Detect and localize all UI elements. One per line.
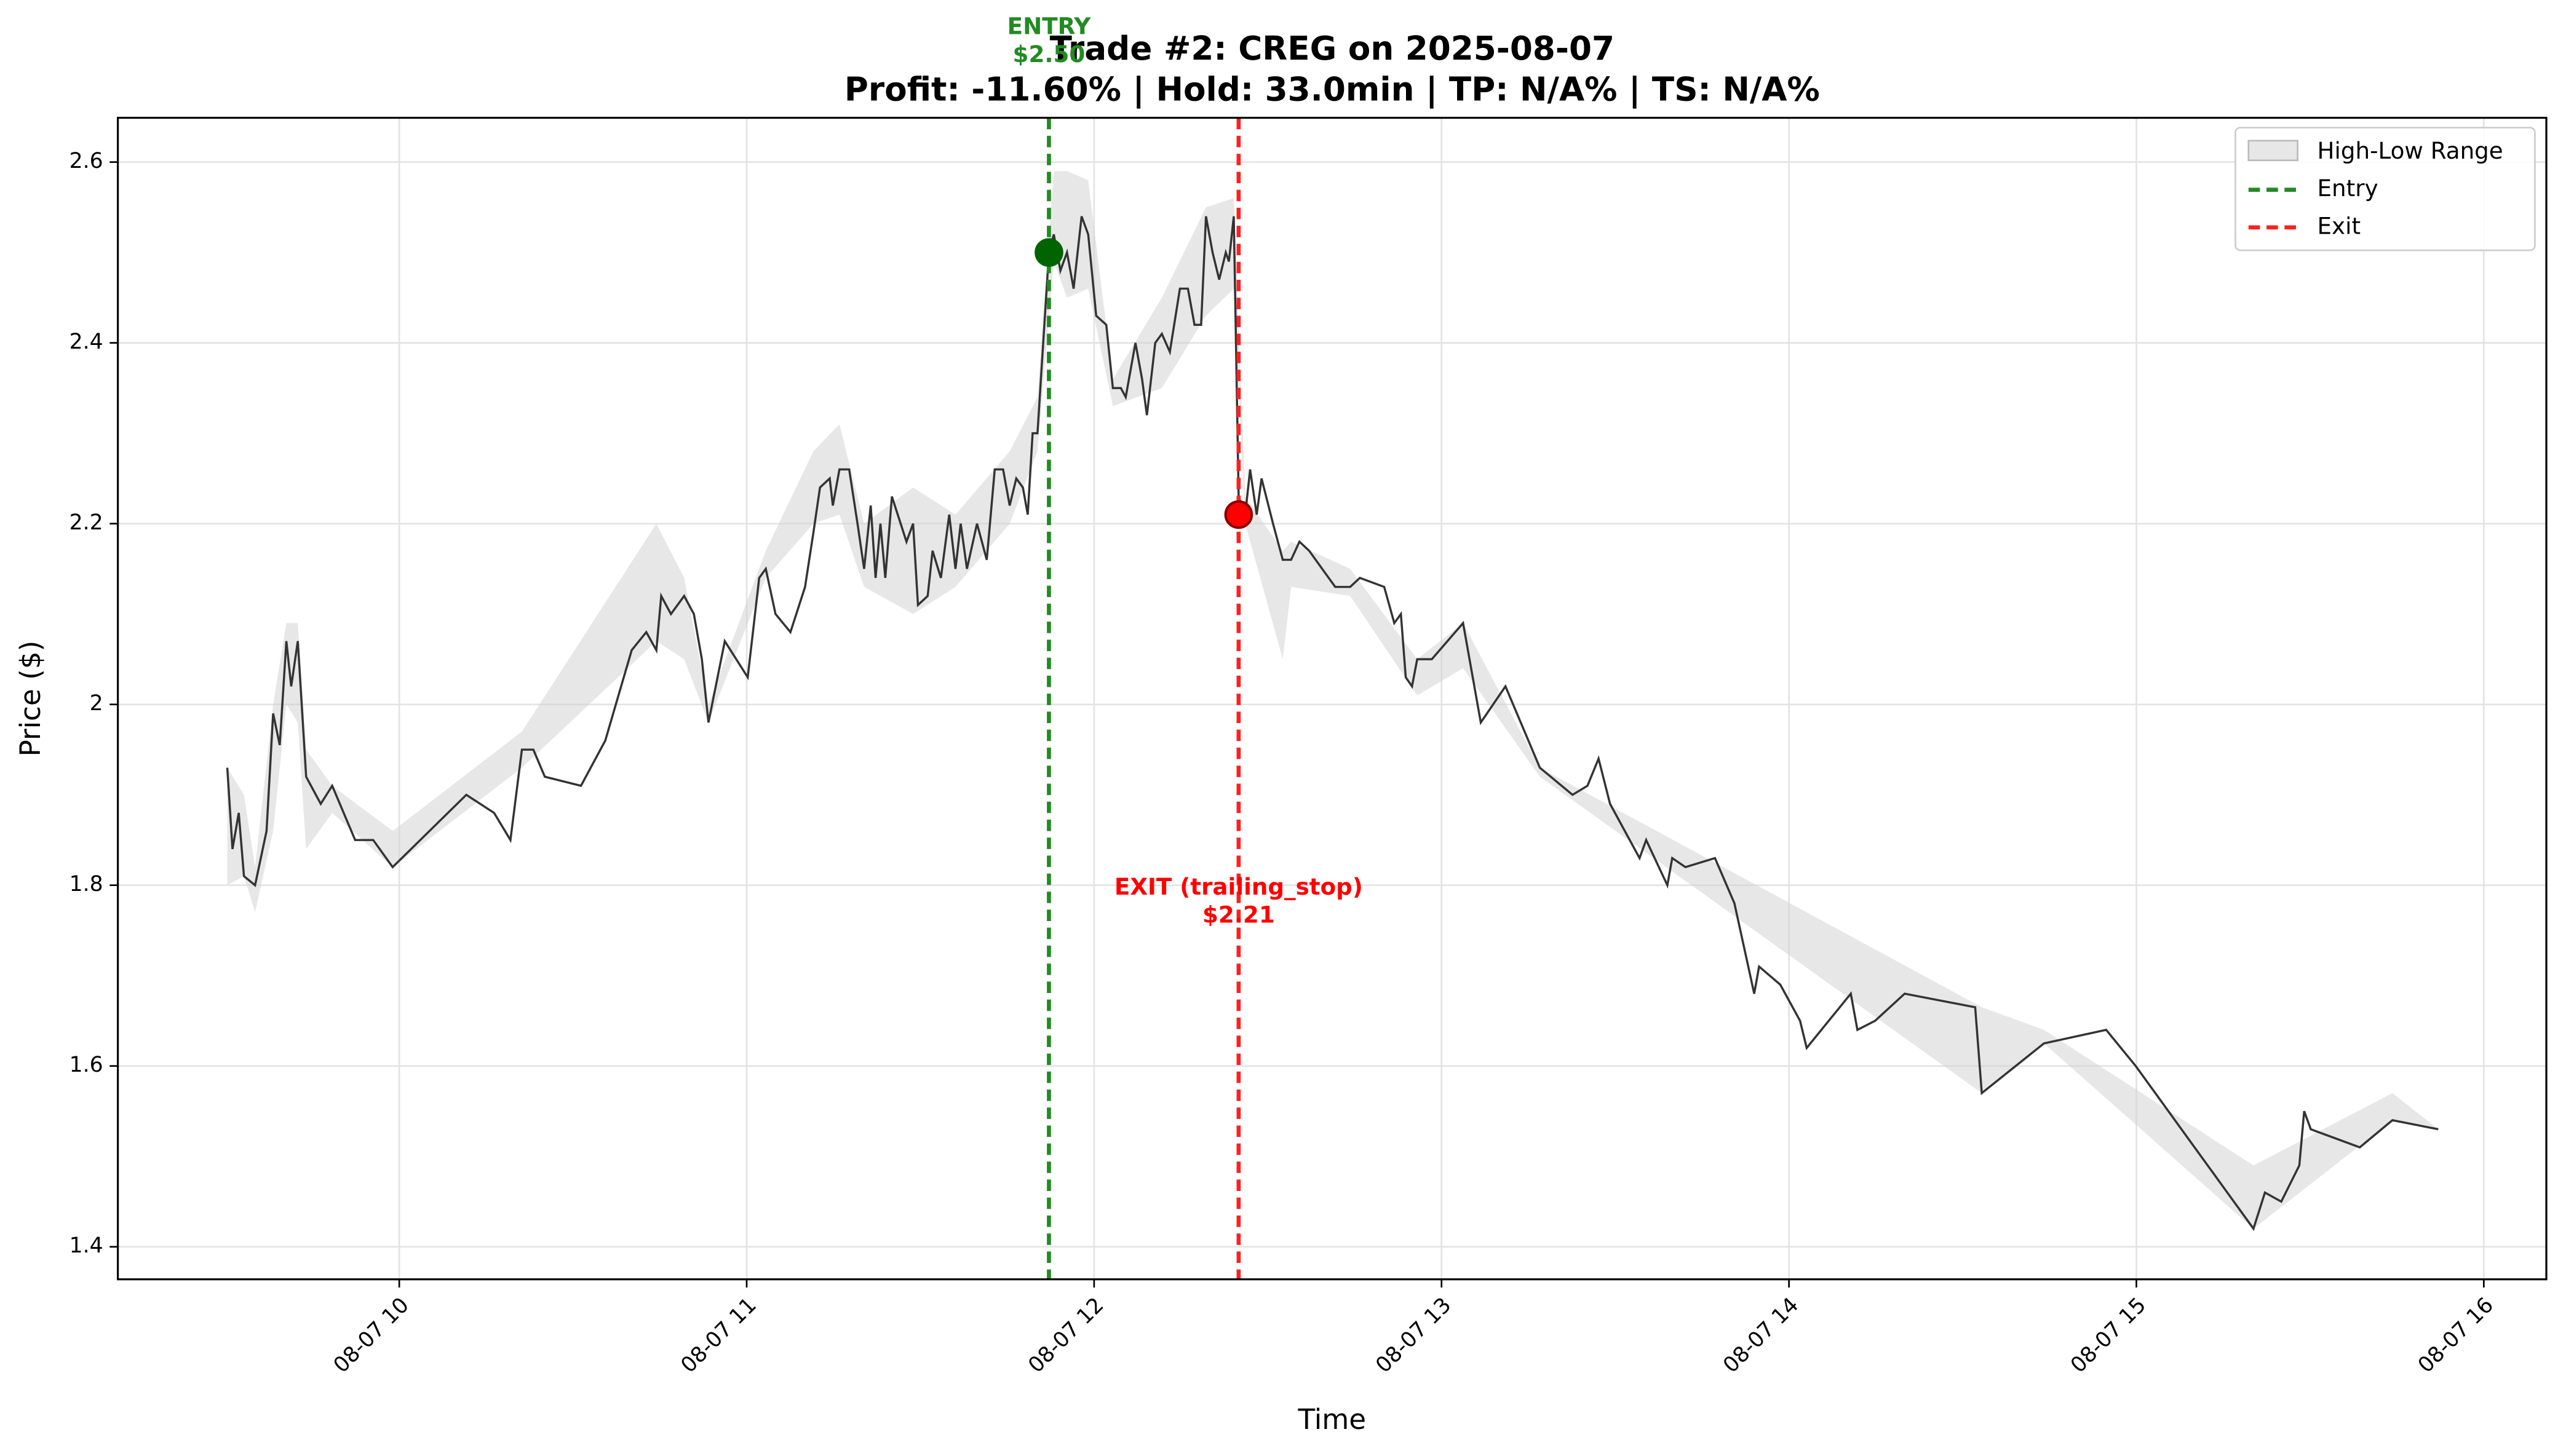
legend-label: Exit — [2318, 212, 2361, 239]
legend-swatch — [2247, 140, 2298, 162]
plot-area — [117, 117, 2547, 1280]
legend-box — [2234, 127, 2536, 251]
marker-dot — [1035, 238, 1063, 267]
y-tick-label: 2.2 — [70, 510, 103, 535]
y-axis-label: Price ($) — [14, 641, 47, 757]
legend-label: Entry — [2318, 175, 2378, 202]
y-tick-label: 1.8 — [70, 872, 103, 896]
marker-dot — [1224, 500, 1253, 529]
price-line — [226, 216, 2439, 1232]
axes-frame — [117, 116, 2548, 1281]
y-tick-label: 1.4 — [70, 1233, 103, 1258]
y-tick-label: 2.6 — [70, 149, 103, 173]
chart-subtitle: Profit: -11.60% | Hold: 33.0min | TP: N/… — [844, 71, 1820, 109]
high-low-range — [227, 171, 2439, 1229]
exit-price-label: $2.21 — [1202, 901, 1275, 928]
entry-price-label: $2.50 — [1013, 41, 1086, 68]
y-tick-label: 2.4 — [70, 330, 103, 354]
exit-label: EXIT (trailing_stop) — [1114, 873, 1363, 900]
entry-label: ENTRY — [1007, 13, 1092, 40]
chart-title: Trade #2: CREG on 2025-08-07 — [1050, 30, 1615, 68]
x-axis-label: Time — [1297, 1403, 1366, 1436]
legend-label: High-Low Range — [2318, 137, 2503, 164]
y-tick-label: 1.6 — [70, 1053, 103, 1077]
y-tick-label: 2 — [90, 691, 103, 716]
